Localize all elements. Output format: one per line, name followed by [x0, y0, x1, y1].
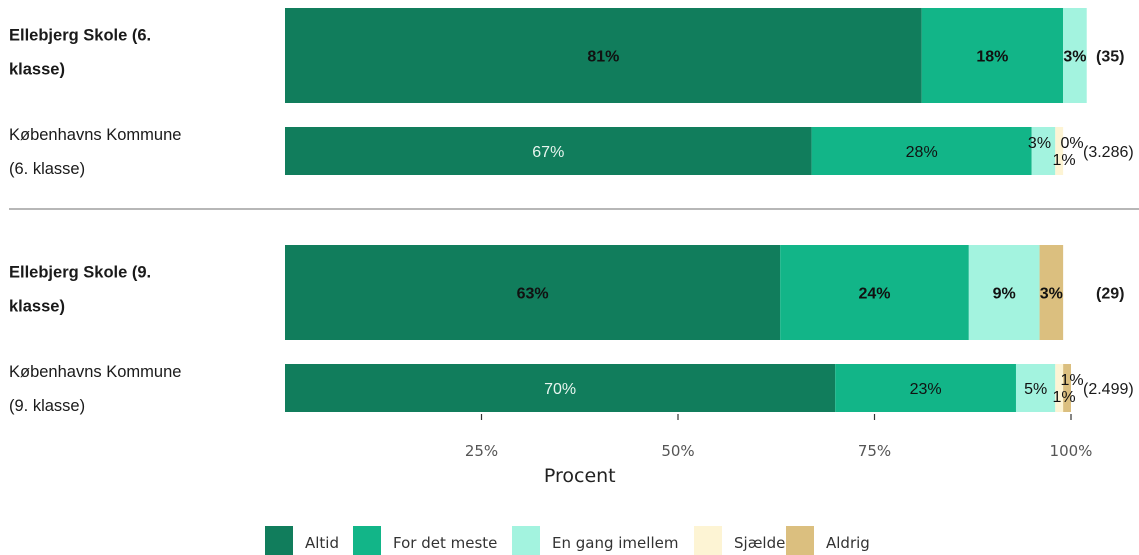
legend-label: For det meste: [393, 534, 497, 552]
legend: Altid For det meste En gang imellem Sjælden…: [265, 526, 870, 555]
n-count-label: (2.499): [1083, 381, 1134, 398]
legend-label: Altid: [305, 534, 339, 552]
tick-label: 50%: [661, 442, 694, 460]
row-label: Ellebjerg Skole (6.: [9, 27, 151, 45]
legend-item: Altid: [265, 526, 339, 555]
bar-segment: [1055, 364, 1064, 412]
bar-segment: [968, 245, 1040, 340]
x-axis-title: Procent: [544, 465, 616, 487]
bar-segment: [1015, 364, 1056, 412]
data-label: 0%: [1060, 135, 1083, 152]
bar-segment: [811, 127, 1032, 175]
bar-segment: [921, 8, 1064, 103]
legend-item: Sjældent: [694, 526, 801, 555]
bar-segment: [835, 364, 1016, 412]
row-label: klasse): [9, 61, 65, 79]
row-label: Københavns Kommune: [9, 126, 181, 144]
data-label: 28%: [906, 144, 938, 161]
bar-segment: [780, 245, 969, 340]
legend-swatch: [786, 526, 814, 555]
data-label: 1%: [1052, 389, 1075, 406]
data-label: 18%: [976, 49, 1008, 66]
legend-swatch: [265, 526, 293, 555]
legend-label: Sjældent: [734, 534, 801, 552]
data-label: 1%: [1060, 372, 1083, 389]
legend-item: En gang imellem: [512, 526, 678, 555]
n-count-label: (35): [1096, 49, 1124, 66]
bar-segment: [285, 364, 836, 412]
x-axis: Procent 25% 50% 75% 100%: [465, 414, 1093, 487]
row-label: Ellebjerg Skole (9.: [9, 264, 151, 282]
bar-segment: [1031, 127, 1056, 175]
legend-swatch: [353, 526, 381, 555]
tick-label: 100%: [1050, 442, 1093, 460]
bar-rows: Ellebjerg Skole (6. klasse) 81% 18% 3% (35) Kø…: [9, 8, 1139, 415]
bar-row: Københavns Kommune (6. klasse) 67% 28% 3%1%0…: [9, 126, 1134, 178]
row-label: (6. klasse): [9, 160, 85, 178]
bar-row: Ellebjerg Skole (9. klasse) 63% 24% 9% 3% (29): [9, 245, 1124, 340]
data-label: 1%: [1052, 152, 1075, 169]
legend-item: For det meste: [353, 526, 497, 555]
data-label: 70%: [544, 381, 576, 398]
bar-segment: [1063, 8, 1087, 103]
row-label: Københavns Kommune: [9, 363, 181, 381]
data-label: 3%: [1028, 135, 1051, 152]
data-label: 67%: [532, 144, 564, 161]
data-label: 63%: [517, 286, 549, 303]
bar-segment: [285, 245, 781, 340]
legend-item: Aldrig: [786, 526, 870, 555]
row-label: klasse): [9, 298, 65, 316]
data-label: 3%: [1040, 286, 1063, 303]
bar-segment: [1063, 364, 1071, 412]
data-label: 23%: [910, 381, 942, 398]
data-label: 24%: [858, 286, 890, 303]
bar-segment: [1055, 127, 1064, 175]
row-label: (9. klasse): [9, 397, 85, 415]
data-label: 81%: [587, 49, 619, 66]
bar-segment: [1039, 245, 1064, 340]
tick-label: 25%: [465, 442, 498, 460]
legend-swatch: [512, 526, 540, 555]
bar-row: Københavns Kommune (9. klasse) 70% 23% 5% 1%1…: [9, 363, 1134, 415]
legend-label: Aldrig: [826, 534, 870, 552]
bar-segment: [285, 127, 812, 175]
bar-row: Ellebjerg Skole (6. klasse) 81% 18% 3% (35): [9, 8, 1124, 103]
legend-label: En gang imellem: [552, 534, 678, 552]
bar-segment: [285, 8, 922, 103]
legend-swatch: [694, 526, 722, 555]
data-label: 5%: [1024, 381, 1047, 398]
data-label: 3%: [1063, 49, 1086, 66]
n-count-label: (3.286): [1083, 144, 1134, 161]
tick-label: 75%: [858, 442, 891, 460]
data-label: 9%: [993, 286, 1016, 303]
n-count-label: (29): [1096, 286, 1124, 303]
